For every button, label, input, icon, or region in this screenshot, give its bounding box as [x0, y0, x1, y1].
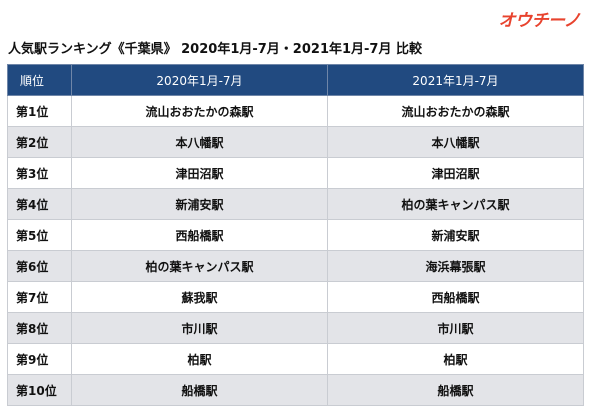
station-2021-cell: 新浦安駅 — [327, 219, 584, 251]
station-2020-cell: 柏駅 — [71, 343, 328, 375]
table-row: 第1位 流山おおたかの森駅 流山おおたかの森駅 — [7, 95, 584, 127]
ranking-table: 順位 2020年1月-7月 2021年1月-7月 第1位 流山おおたかの森駅 流… — [7, 64, 584, 406]
station-2021-cell: 西船橋駅 — [327, 281, 584, 313]
table-row: 第5位 西船橋駅 新浦安駅 — [7, 219, 584, 251]
column-header-2020: 2020年1月-7月 — [71, 64, 328, 96]
station-2021-cell: 市川駅 — [327, 312, 584, 344]
rank-cell: 第1位 — [7, 95, 72, 127]
table-row: 第10位 船橋駅 船橋駅 — [7, 374, 584, 406]
station-2020-cell: 蘇我駅 — [71, 281, 328, 313]
station-2020-cell: 西船橋駅 — [71, 219, 328, 251]
station-2021-cell: 船橋駅 — [327, 374, 584, 406]
table-row: 第9位 柏駅 柏駅 — [7, 343, 584, 375]
rank-cell: 第2位 — [7, 126, 72, 158]
rank-cell: 第7位 — [7, 281, 72, 313]
station-2021-cell: 流山おおたかの森駅 — [327, 95, 584, 127]
rank-cell: 第10位 — [7, 374, 72, 406]
column-header-rank: 順位 — [7, 64, 72, 96]
table-row: 第3位 津田沼駅 津田沼駅 — [7, 157, 584, 189]
table-header-row: 順位 2020年1月-7月 2021年1月-7月 — [7, 64, 584, 96]
station-2020-cell: 柏の葉キャンパス駅 — [71, 250, 328, 282]
table-row: 第2位 本八幡駅 本八幡駅 — [7, 126, 584, 158]
rank-cell: 第4位 — [7, 188, 72, 220]
station-2020-cell: 船橋駅 — [71, 374, 328, 406]
table-row: 第6位 柏の葉キャンパス駅 海浜幕張駅 — [7, 250, 584, 282]
table-row: 第4位 新浦安駅 柏の葉キャンパス駅 — [7, 188, 584, 220]
station-2020-cell: 本八幡駅 — [71, 126, 328, 158]
station-2021-cell: 海浜幕張駅 — [327, 250, 584, 282]
rank-cell: 第8位 — [7, 312, 72, 344]
rank-cell: 第5位 — [7, 219, 72, 251]
station-2021-cell: 本八幡駅 — [327, 126, 584, 158]
column-header-2021: 2021年1月-7月 — [327, 64, 584, 96]
station-2020-cell: 新浦安駅 — [71, 188, 328, 220]
table-row: 第7位 蘇我駅 西船橋駅 — [7, 281, 584, 313]
brand-logo: オウチーノ — [498, 11, 581, 31]
station-2021-cell: 津田沼駅 — [327, 157, 584, 189]
table-row: 第8位 市川駅 市川駅 — [7, 312, 584, 344]
station-2020-cell: 市川駅 — [71, 312, 328, 344]
station-2021-cell: 柏の葉キャンパス駅 — [327, 188, 584, 220]
station-2020-cell: 流山おおたかの森駅 — [71, 95, 328, 127]
rank-cell: 第3位 — [7, 157, 72, 189]
rank-cell: 第9位 — [7, 343, 72, 375]
rank-cell: 第6位 — [7, 250, 72, 282]
page-title: 人気駅ランキング《千葉県》 2020年1月-7月・2021年1月-7月 比較 — [8, 42, 422, 57]
station-2021-cell: 柏駅 — [327, 343, 584, 375]
station-2020-cell: 津田沼駅 — [71, 157, 328, 189]
